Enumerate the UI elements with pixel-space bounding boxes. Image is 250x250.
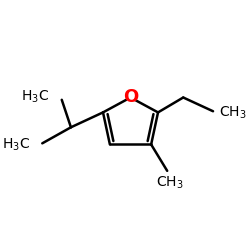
Text: H$_3$C: H$_3$C [21, 88, 49, 104]
Text: CH$_3$: CH$_3$ [156, 174, 183, 191]
Text: CH$_3$: CH$_3$ [219, 104, 246, 120]
Text: O: O [123, 88, 138, 106]
Text: H$_3$C: H$_3$C [2, 136, 30, 153]
